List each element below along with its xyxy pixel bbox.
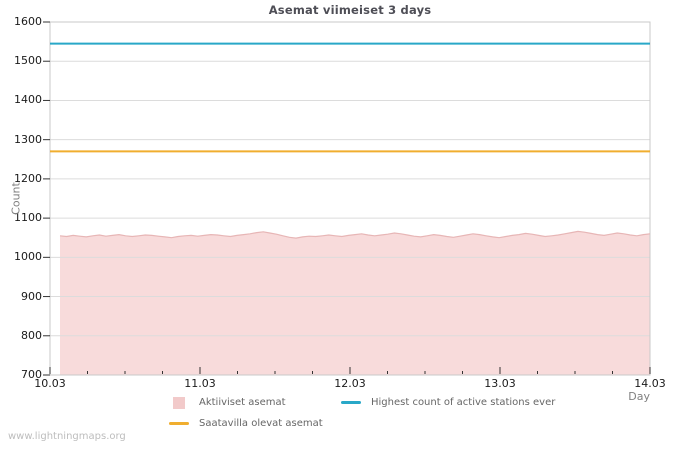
x-tick-label: 14.03 (634, 377, 666, 390)
x-tick-label: 11.03 (184, 377, 216, 390)
legend-item: Saatavilla olevat asemat (168, 413, 340, 434)
y-tick-label: 900 (21, 289, 42, 303)
y-tick-label: 1000 (14, 250, 42, 264)
legend: Aktiiviset asemat Saatavilla olevat asema… (168, 392, 555, 434)
x-axis-title: Day (628, 390, 650, 403)
x-tick-label: 10.03 (34, 377, 66, 390)
legend-label: Aktiiviset asemat (199, 397, 286, 408)
area-swatch-icon (173, 396, 185, 409)
y-tick-label: 1500 (14, 54, 42, 68)
y-tick-label: 700 (21, 368, 42, 381)
x-tick-label: 12.03 (334, 377, 366, 390)
line-swatch-icon (340, 401, 362, 404)
legend-label: Saatavilla olevat asemat (199, 418, 323, 429)
watermark: www.lightningmaps.org (8, 431, 126, 442)
plot-border (49, 21, 651, 376)
active-stations-edge (59, 230, 651, 239)
y-tick-label: 1100 (14, 211, 42, 225)
x-tick-label: 13.03 (484, 377, 516, 390)
active-stations-area (60, 231, 650, 375)
y-tick-label: 1300 (14, 132, 42, 146)
legend-item: Highest count of active stations ever (340, 392, 555, 413)
line-swatch-icon (168, 422, 190, 425)
line-swatch-icon (169, 422, 189, 425)
legend-item: Aktiiviset asemat (168, 392, 340, 413)
y-tick-label: 1400 (14, 93, 42, 107)
y-tick-label: 1600 (14, 15, 42, 28)
line-swatch-icon (341, 401, 361, 404)
y-axis-title: Count (9, 182, 23, 215)
chart-title: Asemat viimeiset 3 days (268, 3, 432, 17)
legend-label: Highest count of active stations ever (371, 397, 556, 408)
y-tick-label: 800 (21, 328, 42, 342)
y-tick-label: 1200 (14, 171, 42, 185)
area-swatch-icon (168, 396, 190, 409)
